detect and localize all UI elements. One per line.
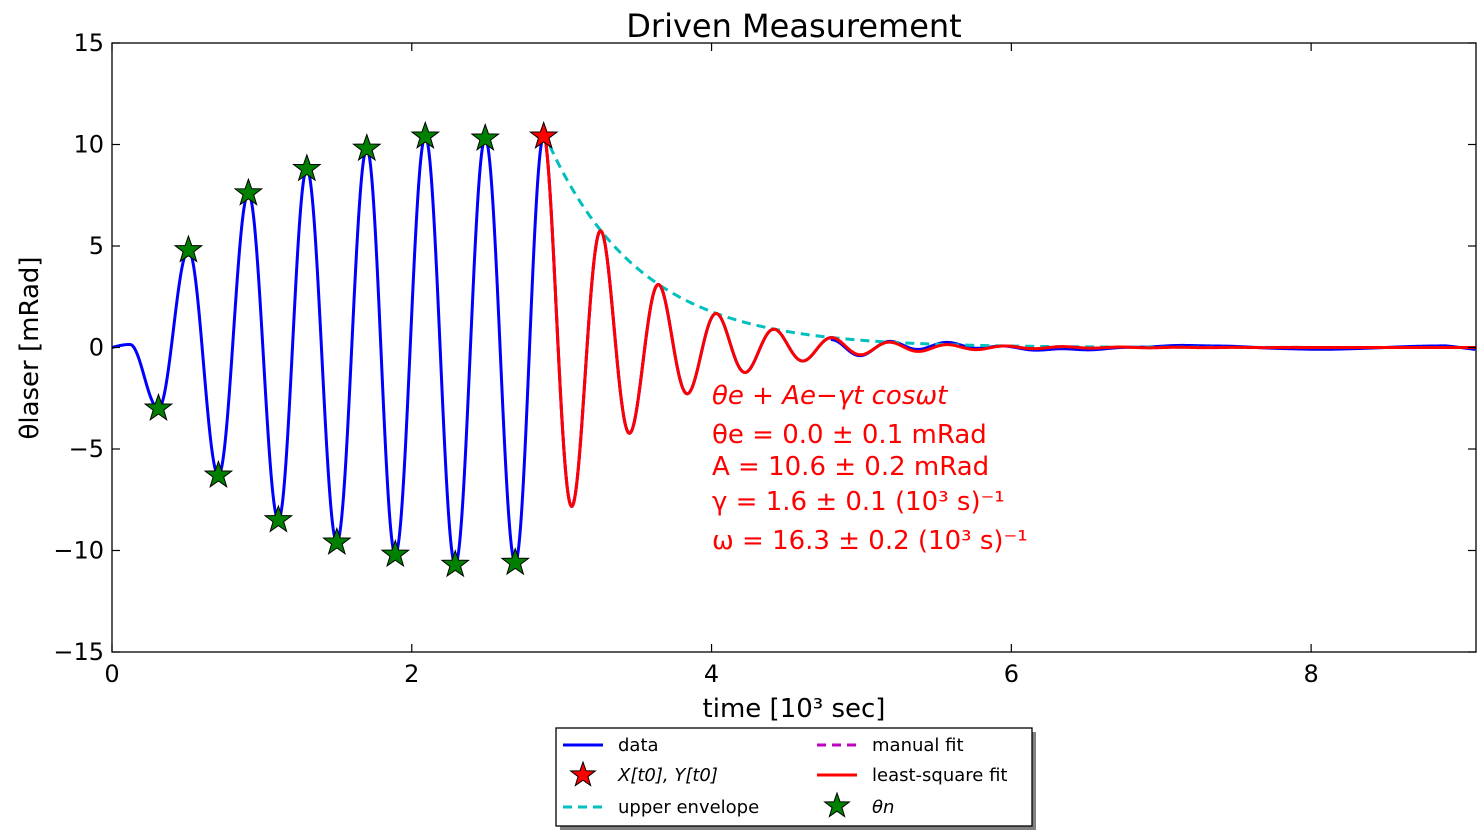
y-tick-label: 10 bbox=[73, 131, 104, 159]
theta-n-point bbox=[263, 504, 294, 533]
legend-label-least-square: least-square fit bbox=[872, 765, 1007, 786]
annotation-formula: θe + Ae−γt cosωt bbox=[712, 381, 948, 411]
legend-star-t0 bbox=[569, 760, 597, 787]
y-tick-label: 5 bbox=[89, 232, 104, 260]
theta-n-point bbox=[500, 547, 530, 576]
theta-n-point bbox=[470, 122, 500, 151]
fit-annotation: θe + Ae−γt cosωt θe = 0.0 ± 0.1 mRad A =… bbox=[712, 381, 1028, 556]
legend-label-manual-fit: manual fit bbox=[872, 735, 964, 756]
series-upper-envelope-line bbox=[542, 131, 1476, 349]
x-tick-label: 8 bbox=[1303, 660, 1318, 688]
theta-n-point bbox=[352, 133, 382, 162]
x-tick-label: 4 bbox=[704, 660, 719, 688]
theta-n-point bbox=[233, 177, 264, 206]
y-tick-label: −10 bbox=[53, 537, 104, 565]
legend-label-envelope: upper envelope bbox=[618, 797, 759, 818]
theta-n-point bbox=[203, 459, 234, 488]
y-tick-label: −5 bbox=[69, 435, 104, 463]
legend: data X[t0], Y[t0] upper envelope manual … bbox=[555, 727, 1036, 830]
plot-area: 0 2 4 6 8 −15 −10 −5 0 5 10 15 bbox=[53, 29, 1477, 688]
theta-n-point bbox=[410, 120, 441, 149]
legend-label-theta-n: θn bbox=[872, 797, 894, 818]
x-tick-label: 6 bbox=[1004, 660, 1019, 688]
x-tick-label: 0 bbox=[104, 660, 119, 688]
legend-star-theta-n bbox=[823, 791, 851, 818]
legend-box bbox=[555, 727, 1033, 827]
annotation-A: A = 10.6 ± 0.2 mRad bbox=[712, 452, 989, 482]
theta-n-point bbox=[173, 234, 204, 263]
annotation-omega: ω = 16.3 ± 0.2 (10³ s)⁻¹ bbox=[712, 526, 1028, 556]
theta-n-point bbox=[143, 392, 174, 421]
y-axis-label: θlaser [mRad] bbox=[15, 256, 45, 439]
annotation-gamma: γ = 1.6 ± 0.1 (10³ s)⁻¹ bbox=[712, 487, 1005, 517]
theta-n-point bbox=[380, 539, 411, 568]
series-least-square-fit-line bbox=[542, 131, 1476, 508]
y-tick-label: 15 bbox=[73, 29, 104, 57]
legend-marker-t0 bbox=[569, 760, 597, 787]
legend-marker-theta-n bbox=[823, 791, 851, 818]
theta-n-point bbox=[322, 526, 352, 555]
y-tick-label: 0 bbox=[89, 334, 104, 362]
x-tick-label: 2 bbox=[404, 660, 419, 688]
theta-n-point bbox=[440, 549, 471, 578]
t0-point bbox=[528, 120, 559, 149]
theta-n-point bbox=[292, 153, 322, 182]
x-axis-label: time [10³ sec] bbox=[703, 694, 886, 724]
legend-label-t0: X[t0], Y[t0] bbox=[617, 765, 718, 786]
annotation-theta-e: θe = 0.0 ± 0.1 mRad bbox=[712, 420, 987, 450]
legend-label-data: data bbox=[618, 735, 659, 756]
y-tick-label: −15 bbox=[53, 638, 104, 666]
chart-title: Driven Measurement bbox=[626, 7, 961, 45]
